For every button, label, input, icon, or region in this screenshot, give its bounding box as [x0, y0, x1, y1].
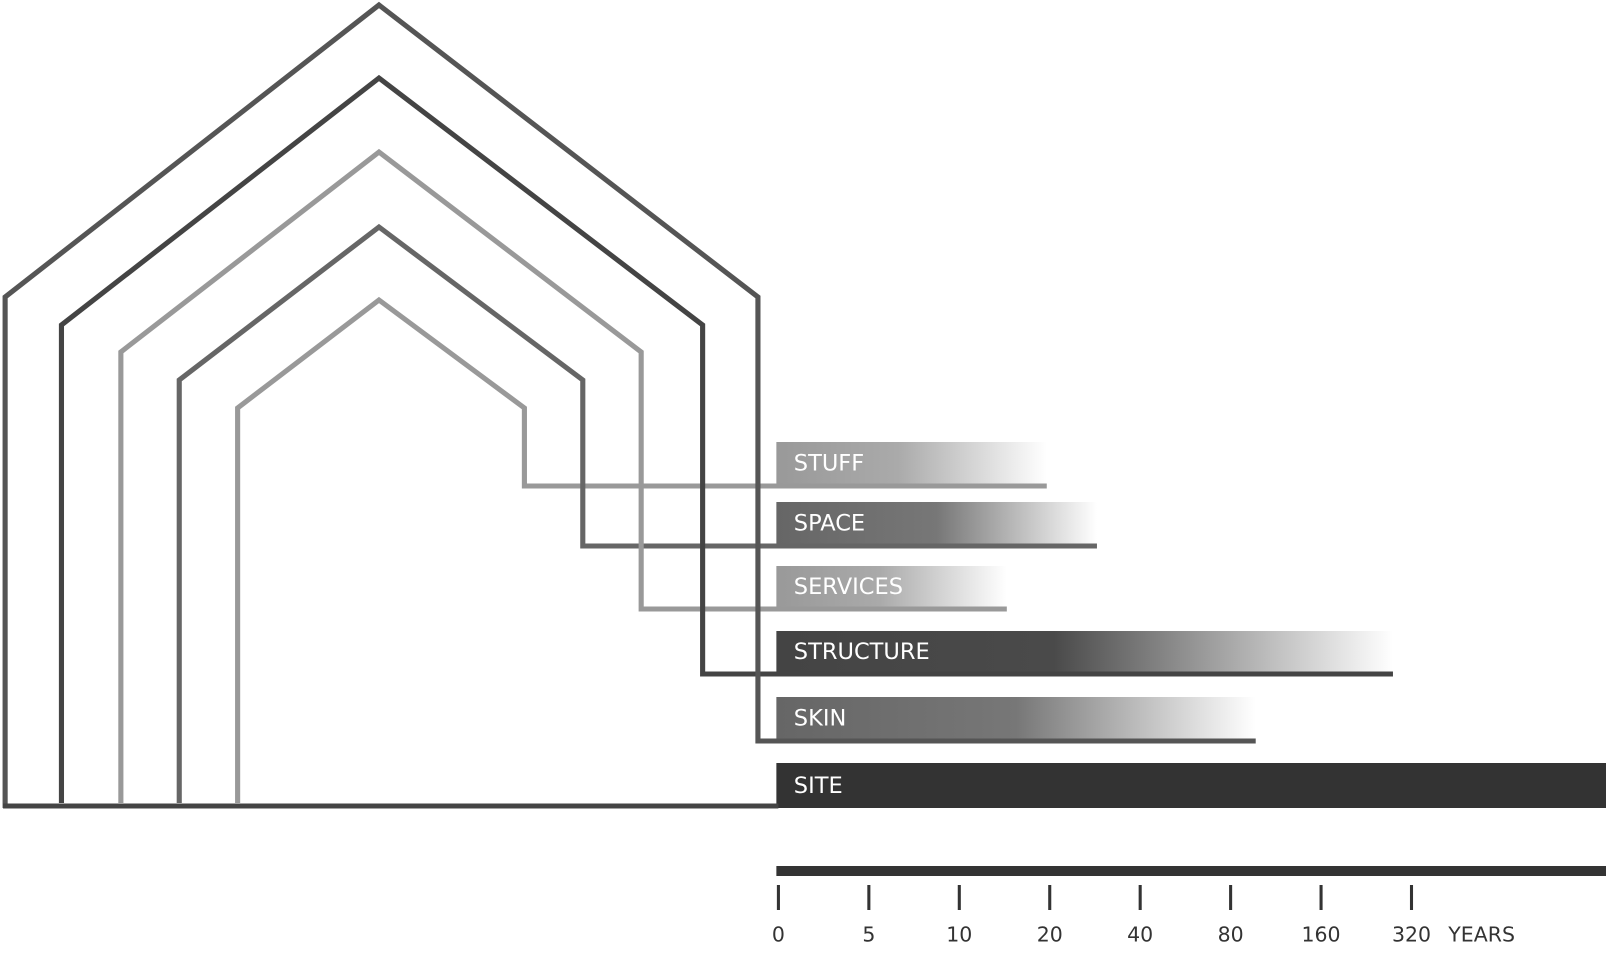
layer-label: SERVICES	[794, 574, 903, 600]
layer-label: SPACE	[794, 511, 865, 537]
scale-label: 80	[1218, 923, 1244, 947]
scale-label: 160	[1302, 923, 1341, 947]
layer-bar	[776, 697, 1256, 739]
scale-label: 320	[1392, 923, 1431, 947]
layer-bar	[776, 631, 1393, 672]
house-outline	[176, 223, 1097, 803]
layer-bar	[776, 566, 1007, 607]
layer-bar	[776, 502, 1097, 544]
scale-label: 0	[772, 923, 785, 947]
layer-label: STUFF	[794, 451, 864, 477]
house-outline	[235, 296, 1047, 803]
scale-label: 5	[862, 923, 875, 947]
scale-label: 20	[1037, 923, 1063, 947]
layer-label: SITE	[794, 773, 843, 799]
scale-bar	[776, 866, 1606, 876]
layer-label: SKIN	[794, 706, 847, 732]
layer-bar	[776, 442, 1047, 484]
scale-label: 40	[1127, 923, 1153, 947]
house-outline	[58, 74, 1393, 803]
layer-bar	[776, 763, 1606, 808]
scale-unit: YEARS	[1447, 923, 1515, 947]
scale-label: 10	[946, 923, 972, 947]
layer-label: STRUCTURE	[794, 639, 930, 665]
house-outline	[2, 1, 1256, 808]
